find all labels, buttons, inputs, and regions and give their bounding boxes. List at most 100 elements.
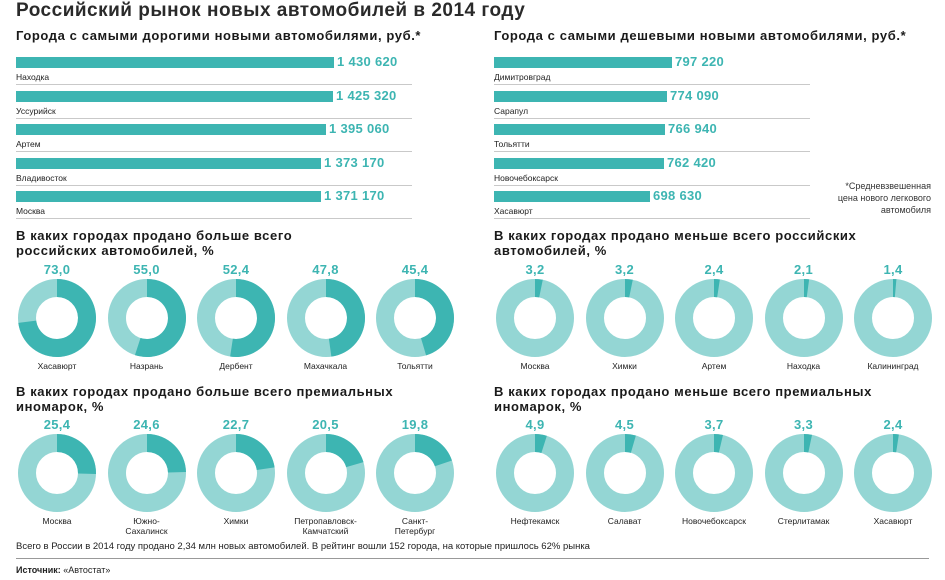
title-line: В каких городах продано меньше всего пре… [494,384,872,399]
title-line: автомобилей, % [494,243,607,258]
title-line: В каких городах продано больше всего пре… [16,384,394,399]
bar-category-label: Москва [16,206,46,216]
row-divider [16,184,412,186]
title-line: В каких городах продано больше всего [16,228,293,243]
donut-slice [535,434,547,453]
donut-value-label: 19,8 [401,417,429,432]
category-line: Калининград [867,361,919,371]
row-divider [16,84,412,85]
donut-item: 4,5 Салават [585,417,665,526]
donut-value-label: 4,5 [615,417,634,432]
donut-category-label: Калининград [853,361,933,371]
bar-row: 774 090 Сарапул [494,87,810,121]
donut-slice [415,434,452,467]
bar-value-label: 762 420 [667,154,717,170]
row-divider [16,218,412,219]
title-line: В каких городах продано меньше всего рос… [494,228,857,243]
donut-slice [624,434,636,453]
bar-category-label: Находка [16,72,50,82]
bar [16,191,321,202]
donut-svg [496,279,574,357]
bar-value-label: 1 430 620 [337,54,398,69]
donut-value-label: 1,4 [883,262,903,277]
donut-item: 73,0 Хасавюрт [17,262,97,371]
donut-slice [18,279,96,357]
bar-value-label: 698 630 [653,188,703,203]
donut-slice [134,279,186,357]
bar-row: 1 371 170 Москва [16,188,412,221]
category-line: Тольятти [397,361,433,371]
footnote-line: автомобиля [880,205,931,215]
donut-value-label: 47,8 [312,262,339,277]
donut-item: 47,8 Махачкала [286,262,366,371]
russian-most-title: В каких городах продано больше всего рос… [16,228,292,258]
donut-svg [585,279,664,357]
row-divider [494,117,810,119]
donut-item: 55,0 Назрань [107,262,187,371]
bar-value-label: 797 220 [675,54,725,69]
category-line: Новочебоксарск [682,516,746,526]
donut-svg [675,434,753,512]
price-footnote: *Средневзвешенная цена нового легкового … [838,180,931,216]
donut-category-label: Салават [585,516,665,526]
donut-value-label: 3,3 [794,417,813,432]
bar [16,57,334,68]
bar-category-label: Владивосток [16,172,67,183]
donut-slice [535,279,543,298]
donut-svg [376,434,454,512]
donut-svg [675,279,753,357]
bar-row: 1 373 170 Владивосток [16,155,412,188]
row-divider [494,151,810,152]
category-line: Химки [223,516,249,526]
donut-item: 45,4 Тольятти [375,262,455,371]
donut-category-label: Петропавловск- Камчатский [286,516,366,536]
bar-category-label: Уссурийск [16,105,56,116]
bar-row: 766 940 Тольятти [494,121,810,154]
donut-category-label: Санкт- Петербург [375,516,455,536]
bar-value-label: 1 371 170 [324,188,385,203]
row-divider [494,218,810,219]
category-line: Сахалинск [125,526,168,536]
donut-value-label: 3,2 [615,262,634,277]
bar-category-label: Тольятти [494,139,530,149]
donut-svg [197,279,276,357]
bar-value-label: 774 090 [670,87,720,103]
footnote-line: *Средневзвешенная [845,181,931,191]
footnote-line: цена нового легкового [837,193,931,203]
donut-slice [57,434,96,474]
category-line: Петербург [394,526,436,536]
donut-value-label: 20,5 [312,417,339,432]
donut-slice [714,434,723,453]
donut-svg [286,279,365,357]
donut-slice [230,279,276,357]
bar [16,157,321,169]
bar-category-label: Сарапул [494,105,529,116]
donut-value-label: 2,4 [704,262,724,277]
donut-item: 19,8 Санкт- Петербург [375,417,455,536]
category-line: Хасавюрт [37,361,77,371]
donut-category-label: Химки [196,516,276,526]
donut-value-label: 4,9 [525,417,545,432]
donut-slice [325,279,365,357]
donut-item: 22,7 Химки [196,417,276,526]
donut-svg [286,434,365,512]
bar-row: 762 420 Новочебоксарск [494,154,810,188]
donut-value-label: 2,4 [883,417,903,432]
russian-least-title: В каких городах продано меньше всего рос… [494,228,856,258]
row-divider [494,84,810,85]
donut-slice [415,279,454,356]
category-line: Дербент [219,361,253,371]
donut-slice [624,279,633,298]
row-divider [16,151,412,152]
bar-row: 1 425 320 Уссурийск [16,88,412,121]
bar [494,124,665,135]
category-line: Петропавловск- [294,516,357,526]
donut-value-label: 3,7 [704,417,724,432]
donut-category-label: Дербент [196,361,276,371]
category-line: Салават [607,516,642,526]
donut-item: 3,3 Стерлитамак [764,417,844,526]
divider [16,558,929,559]
donut-value-label: 24,6 [133,417,160,432]
donut-category-label: Новочебоксарск [674,516,754,526]
donut-category-label: Махачкала [286,361,366,371]
